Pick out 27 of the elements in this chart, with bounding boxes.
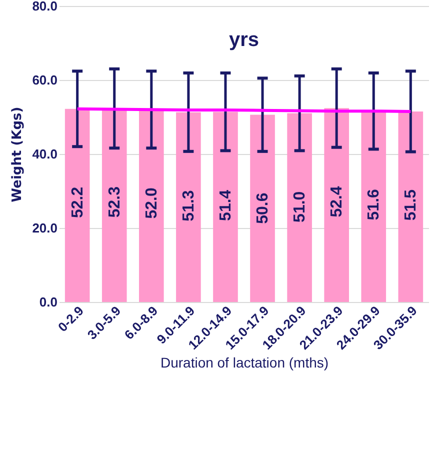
bar: [287, 113, 312, 302]
bar: [250, 114, 275, 302]
data-label: 51.5: [402, 189, 420, 221]
bar: [213, 112, 238, 302]
data-label: 51.4: [217, 190, 234, 221]
data-label: 51.0: [292, 191, 309, 222]
data-label: 51.3: [180, 190, 198, 222]
x-axis-title: Duration of lactation (mths): [160, 354, 329, 371]
bar: [139, 110, 164, 302]
bar: [398, 111, 424, 302]
bar: [324, 108, 349, 302]
y-tick-label: 20.0: [32, 220, 58, 236]
y-tick-label: 80.0: [32, 0, 58, 14]
bar: [361, 111, 386, 302]
y-tick-label: 60.0: [32, 72, 58, 88]
bar: [176, 112, 201, 302]
y-tick-label: 40.0: [32, 146, 58, 162]
text: yrs: [228, 29, 260, 51]
y-tick-label: 0.0: [39, 294, 58, 310]
data-label: 50.6: [254, 192, 272, 224]
bar: [64, 108, 90, 302]
data-label: 52.3: [106, 186, 124, 218]
data-label: 52.2: [69, 186, 86, 218]
data-label: 51.6: [366, 188, 383, 220]
data-label: 52.4: [328, 186, 346, 218]
data-label: 52.0: [143, 188, 160, 219]
y-axis-title: Weight (Kgs): [10, 106, 26, 202]
